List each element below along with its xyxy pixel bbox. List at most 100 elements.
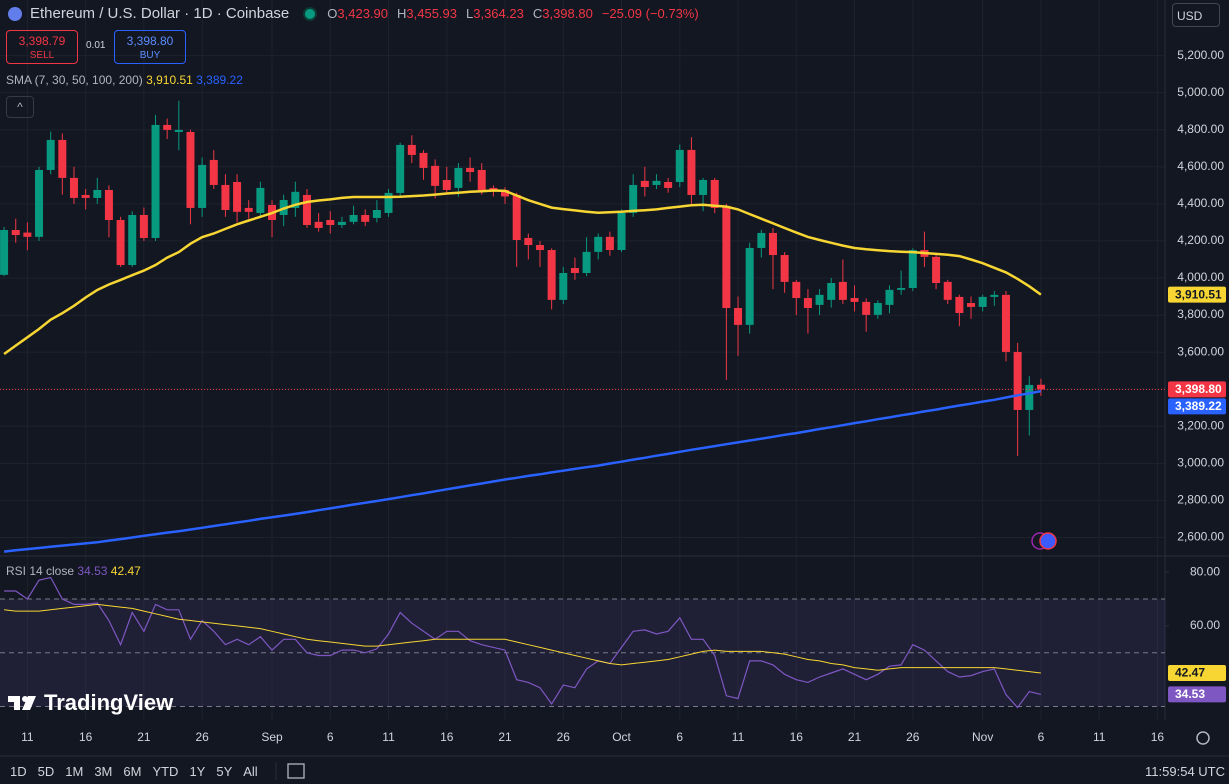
price-tag: 3,398.80 [1175, 382, 1222, 396]
candle-body [757, 232, 766, 248]
timeframe[interactable]: 1M [65, 764, 84, 779]
candle-body [454, 167, 463, 188]
sell-price: 3,398.79 [18, 34, 66, 48]
y-tick-label: 3,800.00 [1177, 307, 1224, 321]
rsi-legend[interactable]: RSI 14 close 34.53 42.47 [6, 564, 141, 578]
timeframe-bar: 1D 5D 1M 3M 6M YTD 1Y 5Y All [10, 764, 258, 779]
candle-body [710, 179, 719, 208]
value: 3,398.80 [542, 6, 593, 21]
ohlc-high: H3,455.93 [397, 6, 457, 21]
value: 3,455.93 [406, 6, 457, 21]
collapse-button[interactable]: ^ [6, 96, 34, 118]
value: 3,364.23 [473, 6, 524, 21]
x-tick-label: 11 [21, 730, 34, 744]
timeframe[interactable]: All [243, 764, 258, 779]
candle-body [221, 184, 230, 210]
x-tick-label: 26 [906, 730, 920, 744]
candle-body [629, 184, 638, 213]
sma-value: 3,389.22 [196, 73, 243, 87]
x-tick-label: 26 [195, 730, 209, 744]
spread: 0.01 [86, 40, 106, 51]
timeframe[interactable]: YTD [152, 764, 179, 779]
candle-body [407, 144, 416, 155]
x-tick-label: 21 [848, 730, 862, 744]
candle-body [151, 124, 160, 238]
candle-body [780, 255, 789, 282]
candle-body [81, 194, 90, 198]
candle-body [233, 181, 242, 212]
timeframe[interactable]: 5D [37, 764, 55, 779]
candle-body [163, 124, 172, 130]
symbol-title[interactable]: Ethereum / U.S. Dollar · 1D · Coinbase [30, 5, 290, 22]
candle-body [442, 179, 451, 190]
candle-body [535, 245, 544, 251]
x-tick-label: 6 [327, 730, 334, 744]
candle-body [337, 221, 346, 225]
candle-body [11, 229, 20, 236]
candle-body [186, 131, 195, 208]
ohlc-low: L3,364.23 [466, 6, 524, 21]
x-tick-label: Nov [972, 730, 993, 744]
event-icon [1039, 532, 1057, 550]
y-tick-label: 2,800.00 [1177, 493, 1224, 507]
timeframe[interactable]: 1D [10, 764, 27, 779]
candle-body [582, 251, 591, 273]
line [4, 576, 1042, 709]
clock: 11:59:54 UTC [1145, 764, 1225, 779]
candle-body [139, 214, 148, 238]
settings-icon [1196, 731, 1210, 745]
candle-body [1001, 294, 1010, 352]
candle-body [967, 303, 976, 307]
candle-body [93, 189, 102, 198]
candle-body [745, 247, 754, 325]
sma-legend[interactable]: SMA (7, 30, 50, 100, 200) 3,910.51 3,389… [6, 73, 243, 87]
ohlc-open: O3,423.90 [327, 6, 388, 21]
change: −25.09 (−0.73%) [601, 6, 699, 21]
x-tick-label: 11 [382, 730, 395, 744]
sma-name: SMA (7, 30, 50, 100, 200) [6, 73, 143, 87]
x-tick-label: 6 [1038, 730, 1045, 744]
label: H [397, 6, 407, 21]
x-tick-label: Sep [261, 730, 283, 744]
candle-body [466, 167, 475, 172]
timeframe[interactable]: 6M [123, 764, 142, 779]
label: O [327, 6, 338, 21]
sell-label: SELL [29, 50, 55, 61]
timeframe[interactable]: 5Y [216, 764, 233, 779]
candle-body [302, 194, 311, 225]
candle-body [699, 179, 708, 195]
x-tick-label: Oct [612, 730, 631, 744]
rsi-tag-bg [1168, 686, 1226, 703]
candle-body [768, 232, 777, 256]
sell-button[interactable]: 3,398.79 SELL [6, 30, 78, 64]
candle-body [209, 159, 218, 185]
y-tick-label: 3,200.00 [1177, 418, 1224, 432]
candle-body [128, 214, 137, 266]
y-tick-label: 3,600.00 [1177, 344, 1224, 358]
y-tick-label: 4,200.00 [1177, 233, 1224, 247]
y-tick-label: 4,400.00 [1177, 196, 1224, 210]
price-tag-bg [1168, 381, 1226, 398]
candle-body [873, 303, 882, 315]
x-tick-label: 16 [440, 730, 454, 744]
y-tick-label: 4,000.00 [1177, 270, 1224, 284]
y-tick-label: 60.00 [1190, 618, 1220, 632]
buy-button[interactable]: 3,398.80 BUY [114, 30, 186, 64]
candle-body [605, 236, 614, 251]
brand-logo: TradingView [8, 690, 173, 716]
rsi-band-fill [0, 599, 1165, 707]
price-tag: 3,910.51 [1175, 287, 1222, 301]
timeframe[interactable]: 3M [94, 764, 113, 779]
x-tick-label: 26 [557, 730, 571, 744]
candle-body [477, 169, 486, 192]
candle-body [803, 298, 812, 309]
timeframe[interactable]: 1Y [189, 764, 206, 779]
candle-body [314, 221, 323, 228]
candle-body [885, 289, 894, 305]
candle-body [431, 165, 440, 186]
currency-button[interactable]: USD [1172, 3, 1220, 27]
candle-body [955, 296, 964, 314]
candle-body [815, 294, 824, 305]
candle-body [990, 294, 999, 297]
